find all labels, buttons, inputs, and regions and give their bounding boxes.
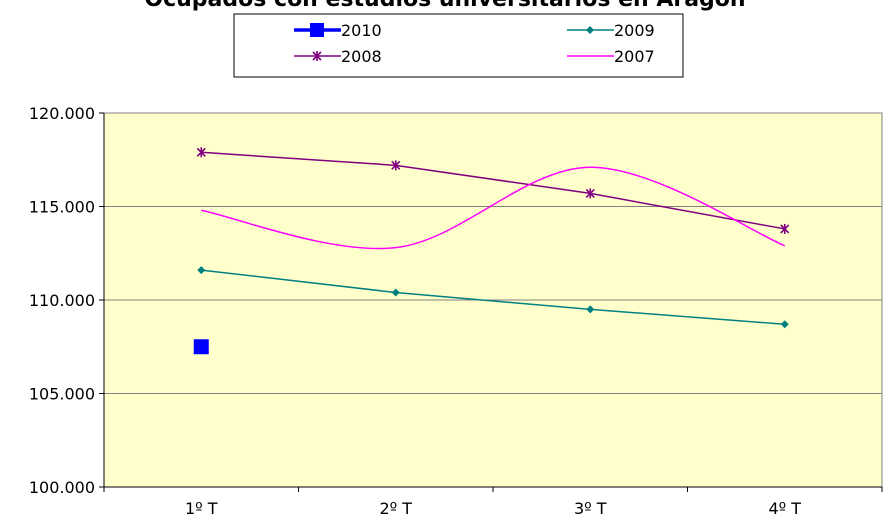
legend-item: 2007 [567, 47, 655, 66]
diamond-marker [197, 266, 206, 275]
x-tick-label: 4º T [768, 499, 801, 518]
legend-label: 2010 [341, 21, 382, 40]
star-marker [780, 223, 790, 234]
series-2009 [197, 266, 789, 329]
y-tick-label: 110.000 [29, 291, 95, 310]
diamond-marker [391, 288, 400, 297]
y-axis: 100.000 105.000 110.000 115.000 120.000 [29, 104, 105, 497]
x-tick-label: 2º T [379, 499, 412, 518]
x-tick-label: 3º T [574, 499, 607, 518]
y-tick-label: 105.000 [29, 385, 95, 404]
square-marker [310, 23, 324, 37]
legend-label: 2009 [614, 21, 655, 40]
legend: 2010 2009 2008 2007 [233, 13, 684, 78]
diamond-marker [586, 26, 594, 34]
grid-lines [104, 206, 882, 394]
series-2010 [193, 339, 209, 355]
diamond-marker [780, 320, 789, 329]
series-line [201, 151, 785, 230]
star-marker [312, 51, 322, 61]
series-line [201, 166, 786, 250]
star-marker [196, 147, 206, 158]
x-axis: 1º T 2º T 3º T 4º T [103, 486, 883, 518]
legend-item: 2009 [567, 21, 655, 40]
star-marker [585, 188, 595, 199]
y-tick-label: 115.000 [29, 198, 95, 217]
series-2007 [201, 166, 786, 250]
star-marker [391, 160, 401, 171]
legend-box [233, 13, 684, 78]
y-tick-label: 120.000 [29, 104, 95, 123]
legend-item: 2008 [294, 47, 382, 66]
diamond-marker [586, 305, 595, 314]
legend-label: 2008 [341, 47, 382, 66]
series-layer [193, 147, 790, 355]
legend-label: 2007 [614, 47, 655, 66]
x-tick-label: 1º T [185, 499, 218, 518]
square-marker [193, 339, 209, 355]
chart-title: Ocupados con estudios universitarios en … [144, 0, 745, 12]
y-tick-label: 100.000 [29, 478, 95, 497]
series-2008 [196, 147, 790, 234]
series-line [201, 269, 785, 326]
legend-item: 2010 [294, 21, 382, 40]
